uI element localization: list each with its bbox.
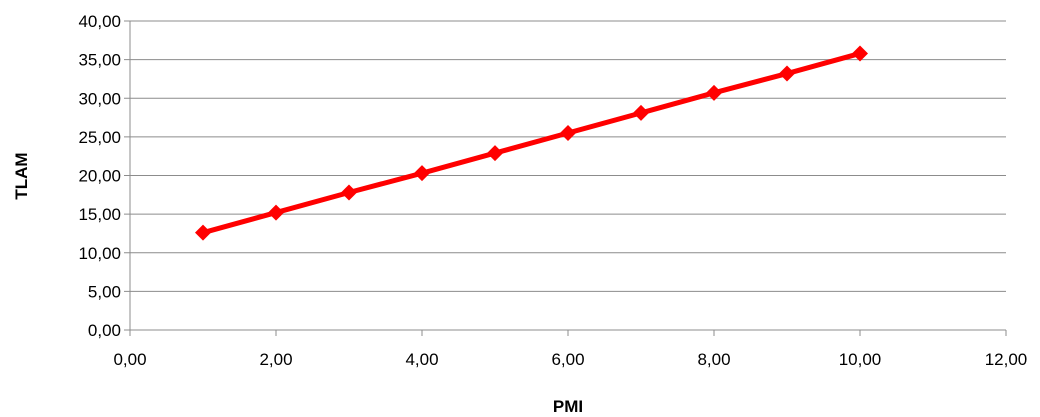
x-tick-label: 2,00 xyxy=(259,350,292,369)
y-tick-label: 30,00 xyxy=(78,89,121,108)
data-point-marker xyxy=(706,84,722,101)
series-line xyxy=(200,50,863,236)
y-tick-label: 5,00 xyxy=(88,282,121,301)
x-tick-label: 4,00 xyxy=(405,350,438,369)
y-tick-label: 0,00 xyxy=(88,321,121,340)
y-axis-title: TLAM xyxy=(12,152,31,199)
data-series xyxy=(195,45,868,241)
y-tick-label: 10,00 xyxy=(78,244,121,263)
y-tick-label: 35,00 xyxy=(78,51,121,70)
data-point-marker xyxy=(633,104,649,121)
y-tick-label: 40,00 xyxy=(78,12,121,31)
y-tick-label: 25,00 xyxy=(78,128,121,147)
x-axis-title: PMI xyxy=(553,397,583,416)
x-tick-label: 12,00 xyxy=(985,350,1028,369)
x-tick-label: 0,00 xyxy=(113,350,146,369)
data-point-marker xyxy=(268,204,284,221)
data-point-marker xyxy=(195,224,211,241)
tick-labels: 0,00 5,00 10,00 15,00 20,00 25,00 30,00 35,00 40… xyxy=(78,12,1027,369)
data-point-marker xyxy=(414,165,430,182)
data-point-marker xyxy=(487,145,503,162)
gridlines xyxy=(130,20,1006,292)
x-tick-label: 10,00 xyxy=(839,350,882,369)
y-tick-label: 15,00 xyxy=(78,205,121,224)
data-point-marker xyxy=(852,45,868,62)
data-point-marker xyxy=(341,184,357,201)
data-point-marker xyxy=(779,65,795,82)
axes xyxy=(124,20,1007,336)
x-tick-label: 8,00 xyxy=(697,350,730,369)
x-tick-label: 6,00 xyxy=(551,350,584,369)
data-point-marker xyxy=(560,125,576,142)
y-tick-label: 20,00 xyxy=(78,167,121,186)
